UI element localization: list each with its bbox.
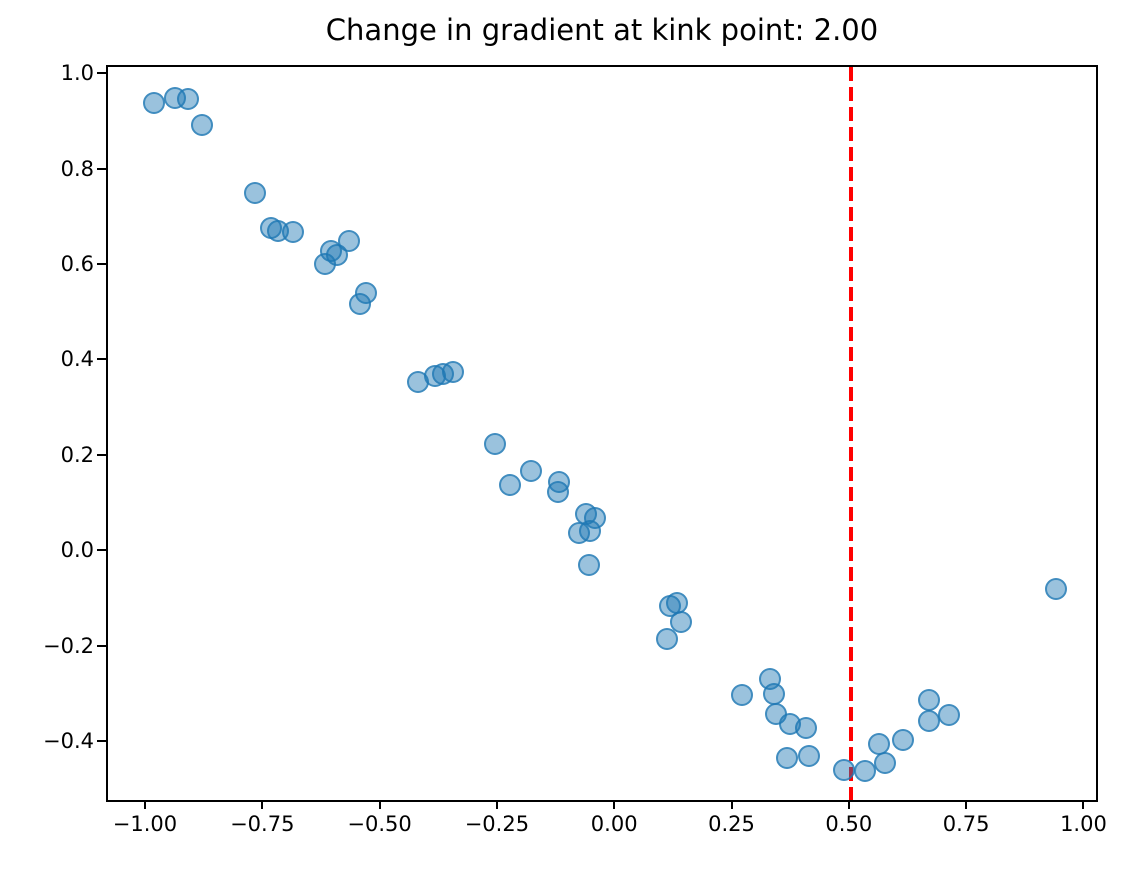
- scatter-point: [917, 689, 940, 712]
- x-tick: [613, 800, 616, 809]
- x-tick: [847, 800, 850, 809]
- scatter-point: [665, 591, 688, 614]
- x-tick: [1082, 800, 1085, 809]
- scatter-point: [763, 682, 786, 705]
- scatter-point: [548, 471, 571, 493]
- scatter-point: [355, 282, 378, 305]
- chart-title: Change in gradient at kink point: 2.00: [325, 13, 879, 47]
- scatter-point: [584, 506, 607, 529]
- scatter-point: [190, 113, 213, 136]
- scatter-point: [833, 758, 856, 781]
- scatter-point: [176, 87, 199, 110]
- scatter-point: [731, 683, 754, 706]
- y-tick: [97, 549, 106, 552]
- y-tick-label: −0.4: [43, 728, 94, 753]
- x-tick-label: −0.25: [464, 812, 530, 836]
- x-tick-label: −0.75: [230, 812, 295, 836]
- y-tick: [97, 739, 106, 742]
- y-tick: [97, 453, 106, 456]
- y-tick: [97, 72, 106, 75]
- scatter-point: [776, 746, 798, 769]
- scatter-point: [483, 432, 506, 455]
- scatter-point: [917, 709, 940, 732]
- x-tick-label: 0.25: [708, 812, 755, 836]
- scatter-point: [441, 361, 464, 384]
- x-tick-label: 0.00: [590, 812, 638, 836]
- scatter-point: [938, 704, 961, 727]
- y-tick: [97, 262, 106, 265]
- x-tick-label: −0.50: [347, 812, 412, 836]
- y-tick-label: 0.6: [60, 251, 94, 276]
- x-tick: [378, 800, 381, 809]
- y-tick-label: 0.0: [60, 538, 94, 563]
- x-tick-label: 1.00: [1060, 812, 1107, 836]
- scatter-point: [243, 181, 266, 204]
- x-tick-label: 0.75: [942, 812, 990, 836]
- x-tick: [261, 800, 264, 809]
- scatter-point: [1045, 578, 1068, 601]
- y-tick: [97, 644, 106, 647]
- y-tick: [97, 358, 106, 361]
- scatter-point: [577, 554, 600, 577]
- scatter-point: [520, 459, 543, 482]
- y-tick-label: 0.8: [60, 156, 94, 181]
- y-tick-label: 0.2: [60, 442, 94, 467]
- x-tick: [495, 800, 498, 809]
- x-tick: [965, 800, 968, 809]
- scatter-point: [337, 229, 360, 252]
- plot-area: [106, 65, 1098, 802]
- scatter-point: [854, 759, 877, 782]
- x-tick-label: −1.00: [112, 812, 178, 836]
- scatter-point: [794, 716, 817, 739]
- scatter-point: [281, 220, 304, 243]
- scatter-point: [655, 627, 678, 650]
- scatter-point: [797, 745, 820, 768]
- x-tick: [143, 800, 146, 809]
- scatter-point: [874, 751, 897, 774]
- scatter-point: [669, 611, 692, 634]
- x-tick-label: 0.50: [825, 812, 873, 836]
- y-tick-label: 1.0: [60, 61, 94, 86]
- kink-point-vline: [848, 67, 853, 800]
- scatter-point: [498, 473, 521, 496]
- y-tick-label: −0.2: [43, 633, 94, 658]
- y-tick: [97, 167, 106, 170]
- scatter-point: [142, 91, 165, 114]
- y-tick-label: 0.4: [60, 347, 94, 372]
- scatter-point: [892, 728, 915, 751]
- x-tick: [730, 800, 733, 809]
